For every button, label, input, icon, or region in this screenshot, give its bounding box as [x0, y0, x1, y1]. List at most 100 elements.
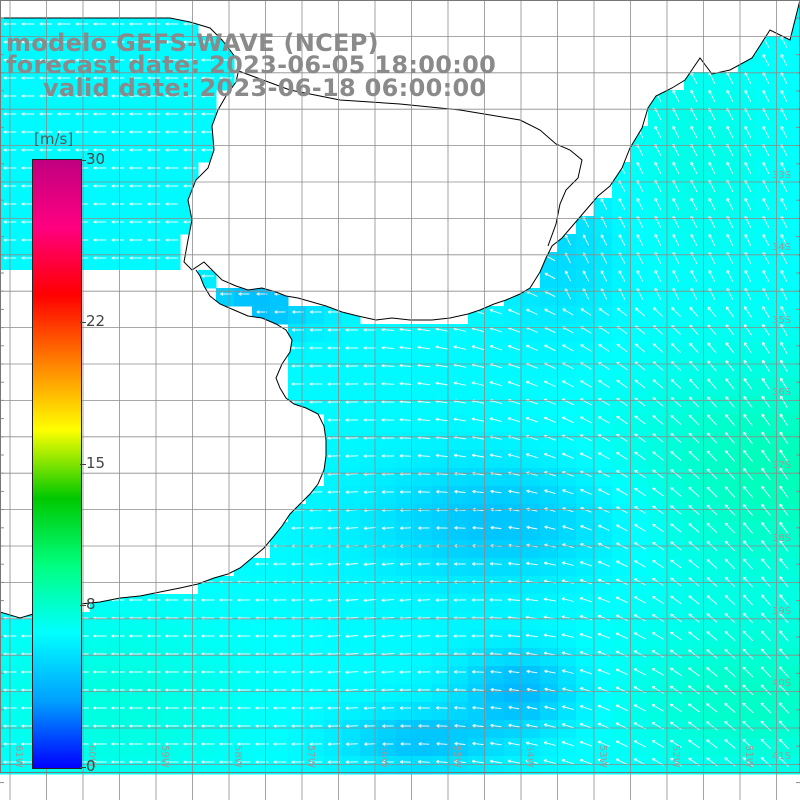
wind-speed-cell	[288, 648, 307, 667]
wind-speed-cell	[414, 414, 433, 433]
wind-speed-cell	[792, 378, 800, 397]
wind-arrow	[689, 306, 699, 318]
wind-speed-cell	[324, 648, 343, 667]
wind-speed-cell	[180, 36, 199, 55]
wind-arrow	[654, 161, 662, 175]
wind-arrow	[417, 562, 430, 566]
wind-speed-cell	[486, 396, 505, 415]
wind-arrow	[670, 595, 682, 605]
wind-speed-cell	[576, 648, 595, 667]
wind-speed-cell	[756, 306, 775, 325]
wind-speed-cell	[774, 126, 793, 145]
wind-arrow	[561, 633, 575, 638]
wind-speed-cell	[702, 576, 721, 595]
wind-speed-cell	[756, 540, 775, 559]
wind-arrow	[165, 112, 179, 116]
wind-arrow	[129, 202, 143, 206]
wind-arrow	[147, 94, 161, 98]
wind-arrow	[724, 468, 736, 480]
wind-arrow	[75, 40, 89, 44]
wind-speed-cell	[774, 648, 793, 667]
wind-speed-cell	[720, 216, 739, 235]
wind-arrow	[780, 269, 788, 282]
wind-arrow	[780, 287, 788, 300]
wind-speed-cell	[306, 504, 325, 523]
wind-arrow	[526, 561, 538, 566]
wind-speed-cell	[522, 630, 541, 649]
wind-arrow	[363, 760, 376, 764]
wind-speed-cell	[774, 72, 793, 91]
longitude-label: 56W	[378, 745, 389, 768]
wind-arrow	[670, 739, 682, 748]
wind-arrow	[636, 234, 644, 246]
wind-arrow	[435, 327, 449, 332]
wind-speed-cell	[558, 288, 577, 307]
wind-speed-cell	[540, 288, 559, 307]
wind-arrow	[111, 760, 125, 764]
wind-arrow	[744, 233, 752, 246]
colorbar-tick-mark	[80, 605, 86, 607]
wind-speed-cell	[648, 522, 667, 541]
wind-speed-cell	[18, 198, 37, 217]
wind-speed-cell	[144, 18, 163, 37]
wind-speed-cell	[558, 684, 577, 703]
wind-arrow	[93, 40, 107, 44]
wind-speed-cell	[324, 576, 343, 595]
wind-arrow	[761, 431, 771, 445]
wind-speed-cell	[360, 558, 379, 577]
latitude-label: 39S	[772, 606, 791, 617]
wind-speed-cell	[144, 720, 163, 739]
wind-speed-cell	[792, 702, 800, 721]
wind-speed-cell	[648, 558, 667, 577]
wind-speed-cell	[756, 738, 775, 757]
wind-arrow	[201, 40, 215, 44]
wind-speed-cell	[792, 720, 800, 739]
wind-speed-cell	[180, 162, 199, 181]
wind-speed-cell	[18, 630, 37, 649]
wind-arrow	[273, 562, 287, 566]
wind-arrow	[761, 467, 771, 481]
wind-speed-cell	[90, 108, 109, 127]
wind-speed-cell	[198, 666, 217, 685]
wind-arrow	[634, 433, 646, 443]
wind-speed-cell	[774, 522, 793, 541]
wind-speed-cell	[342, 612, 361, 631]
wind-speed-cell	[702, 216, 721, 235]
wind-speed-cell	[234, 666, 253, 685]
wind-arrow	[724, 450, 736, 462]
wind-arrow	[690, 197, 698, 211]
wind-speed-cell	[126, 630, 145, 649]
wind-speed-cell	[720, 90, 739, 109]
wind-arrow	[273, 382, 287, 386]
wind-speed-cell	[378, 702, 397, 721]
wind-arrow	[598, 524, 610, 531]
wind-speed-cell	[540, 270, 559, 289]
wind-arrow	[778, 702, 790, 714]
wind-arrow	[743, 431, 753, 444]
wind-arrow	[147, 130, 161, 134]
wind-speed-cell	[720, 72, 739, 91]
wind-speed-cell	[504, 504, 523, 523]
wind-speed-cell	[18, 666, 37, 685]
wind-speed-cell	[306, 558, 325, 577]
wind-speed-cell	[648, 720, 667, 739]
wind-speed-cell	[36, 108, 55, 127]
wind-speed-cell	[738, 216, 757, 235]
wind-speed-cell	[792, 684, 800, 703]
wind-speed-cell	[324, 630, 343, 649]
wind-speed-cell	[288, 558, 307, 577]
wind-arrow	[780, 161, 788, 174]
wind-arrow	[579, 758, 593, 765]
wind-speed-cell	[540, 468, 559, 487]
wind-speed-cell	[144, 648, 163, 667]
wind-speed-cell	[684, 468, 703, 487]
wind-arrow	[489, 417, 503, 423]
wind-speed-cell	[342, 720, 361, 739]
wind-arrow	[435, 670, 449, 674]
latitude-label: 41S	[772, 751, 791, 762]
wind-speed-cell	[792, 432, 800, 451]
wind-speed-cell	[792, 540, 800, 559]
wind-arrow	[761, 522, 771, 534]
wind-arrow	[255, 670, 269, 674]
wind-arrow	[147, 634, 161, 638]
